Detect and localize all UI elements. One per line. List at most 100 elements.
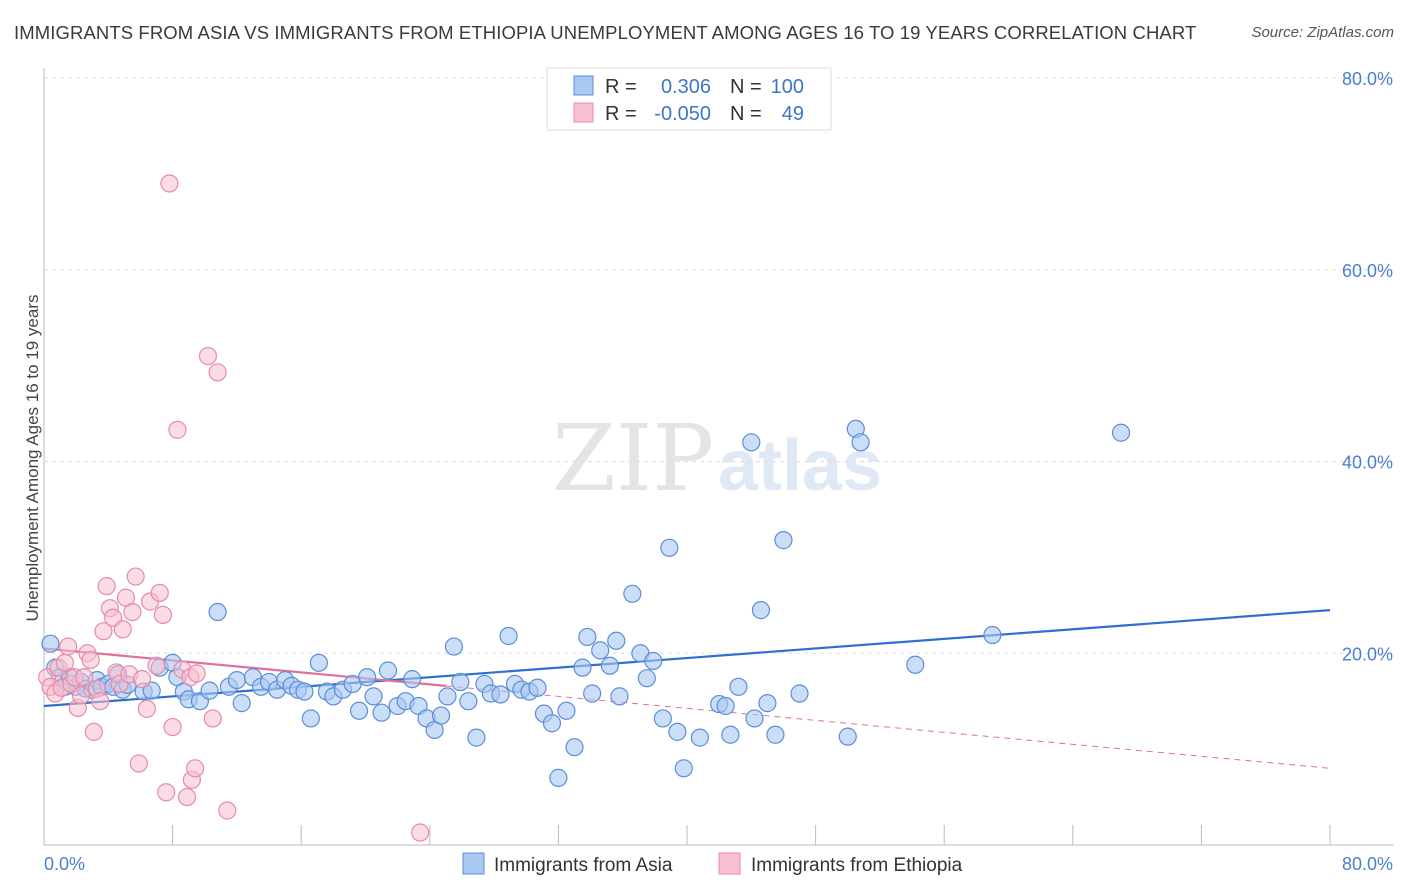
data-point-asia xyxy=(309,653,328,672)
legend-swatch-ethiopia xyxy=(573,102,594,123)
data-point-asia xyxy=(690,728,709,747)
legend-r-value-ethiopia: -0.050 xyxy=(654,103,711,125)
data-point-ethiopia xyxy=(137,699,156,718)
data-point-ethiopia xyxy=(113,620,132,639)
data-point-asia xyxy=(716,696,735,716)
y-tick-label: 60.0% xyxy=(1342,261,1393,281)
data-point-ethiopia xyxy=(132,670,152,689)
trend-line-ethiopia-extension xyxy=(445,685,1331,769)
bottom-legend-label-asia: Immigrants from Asia xyxy=(494,855,673,876)
data-point-ethiopia xyxy=(203,709,222,728)
data-point-asia xyxy=(623,584,642,603)
data-point-asia xyxy=(660,538,679,557)
legend-n-value-asia: 100 xyxy=(771,76,804,98)
data-point-asia xyxy=(295,682,314,701)
data-point-asia xyxy=(742,433,761,452)
watermark-zip: ZIP xyxy=(552,405,714,512)
data-point-asia xyxy=(491,685,510,704)
legend-n-value-ethiopia: 49 xyxy=(782,103,804,125)
data-point-asia xyxy=(745,709,764,728)
y-tick-label: 80.0% xyxy=(1342,69,1393,89)
data-point-asia xyxy=(790,684,809,703)
data-point-asia xyxy=(438,687,457,706)
data-point-asia xyxy=(208,602,227,622)
data-point-ethiopia xyxy=(97,577,116,596)
data-point-asia xyxy=(674,759,693,778)
legend-r-label-ethiopia: R = xyxy=(605,103,637,125)
data-point-ethiopia xyxy=(81,650,100,670)
data-point-asia xyxy=(431,706,451,725)
bottom-legend-label-ethiopia: Immigrants from Ethiopia xyxy=(751,855,963,876)
tick-labels: 20.0% 40.0% 60.0% 80.0% 0.0% 80.0% xyxy=(44,69,1393,874)
data-point-ethiopia xyxy=(147,656,166,675)
data-point-ethiopia xyxy=(218,801,237,820)
stats-legend: R = 0.306 N = 100 R = -0.050 N = 49 xyxy=(546,67,832,131)
data-point-asia xyxy=(851,433,870,452)
data-point-asia xyxy=(600,656,619,675)
data-point-asia xyxy=(499,626,518,646)
data-point-ethiopia xyxy=(411,823,430,842)
x-tick-label-min: 0.0% xyxy=(44,854,85,874)
data-point-ethiopia xyxy=(168,420,187,439)
data-point-asia xyxy=(583,684,602,703)
data-point-ethiopia xyxy=(153,605,173,625)
data-point-ethiopia xyxy=(187,664,206,683)
legend-n-label-asia: N = xyxy=(730,76,762,98)
series-legend: Immigrants from Asia Immigrants from Eth… xyxy=(462,852,963,876)
axes xyxy=(43,68,1394,846)
data-point-asia xyxy=(591,641,610,660)
data-point-ethiopia xyxy=(198,346,218,366)
data-point-ethiopia xyxy=(71,686,91,705)
data-point-ethiopia xyxy=(129,754,148,773)
data-point-ethiopia xyxy=(84,722,103,741)
data-point-ethiopia xyxy=(186,759,205,778)
bottom-legend-swatch-ethiopia xyxy=(718,852,741,875)
data-point-ethiopia xyxy=(94,622,113,641)
data-point-asia xyxy=(668,722,687,741)
grid xyxy=(44,77,1394,654)
legend-n-label-ethiopia: N = xyxy=(730,103,762,125)
data-point-asia xyxy=(774,531,793,550)
legend-r-value-asia: 0.306 xyxy=(661,76,711,98)
data-point-asia xyxy=(557,701,576,720)
data-point-asia xyxy=(41,634,60,653)
data-point-asia xyxy=(459,692,478,711)
data-point-asia xyxy=(729,677,748,696)
data-point-ethiopia xyxy=(150,583,169,602)
data-point-asia xyxy=(349,701,369,720)
trend-line-asia xyxy=(43,609,1331,708)
data-point-asia xyxy=(565,738,584,757)
data-point-ethiopia xyxy=(160,174,179,193)
data-point-asia xyxy=(378,661,398,680)
data-point-asia xyxy=(403,670,422,689)
data-point-asia xyxy=(751,601,771,620)
data-point-asia xyxy=(906,655,925,674)
data-point-asia xyxy=(528,678,547,697)
data-points xyxy=(38,174,1131,842)
data-point-asia xyxy=(301,709,320,728)
data-point-asia xyxy=(200,681,219,700)
data-point-ethiopia xyxy=(126,567,145,586)
source-label: Source: ZipAtlas.com xyxy=(1251,24,1394,41)
data-point-ethiopia xyxy=(59,637,78,656)
data-point-ethiopia xyxy=(75,668,94,687)
data-point-asia xyxy=(542,714,562,733)
data-point-asia xyxy=(721,725,740,744)
data-point-ethiopia xyxy=(91,692,110,711)
data-point-asia xyxy=(838,727,857,746)
legend-r-label-asia: R = xyxy=(605,76,637,98)
data-point-asia xyxy=(578,627,597,647)
data-point-asia xyxy=(451,672,470,692)
data-point-asia xyxy=(644,651,663,671)
bottom-legend-swatch-asia xyxy=(462,852,485,875)
data-point-asia xyxy=(372,703,391,722)
data-point-asia xyxy=(227,670,246,690)
data-point-ethiopia xyxy=(55,653,74,672)
data-point-asia xyxy=(637,669,656,688)
data-point-asia xyxy=(364,687,383,706)
x-tick-label-max: 80.0% xyxy=(1342,854,1393,874)
data-point-ethiopia xyxy=(208,363,227,382)
data-point-asia xyxy=(358,668,377,687)
data-point-ethiopia xyxy=(123,602,142,622)
data-point-asia xyxy=(983,625,1002,645)
